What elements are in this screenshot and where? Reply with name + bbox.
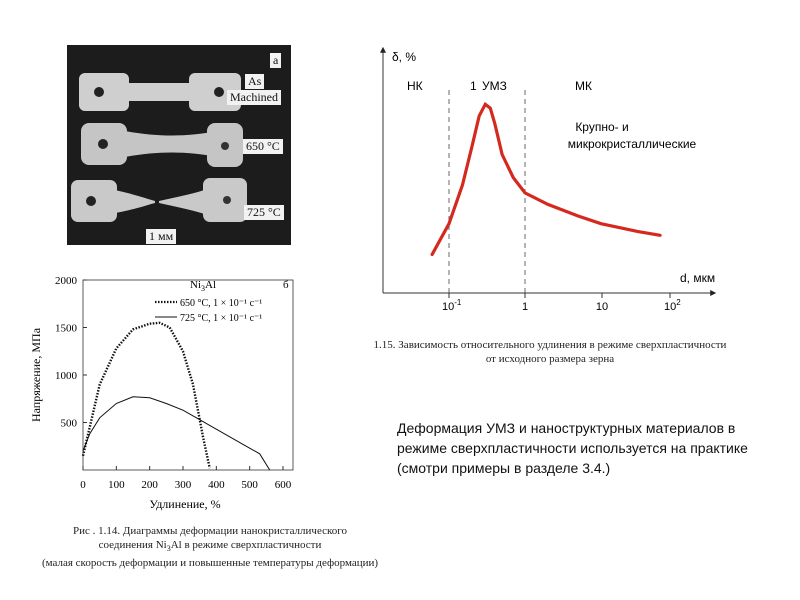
scale-bar-label: 1 мм	[146, 229, 177, 244]
specimen-650	[81, 123, 243, 167]
x-tick-label: 0	[80, 479, 86, 491]
annotation-line2: микрокристаллические	[568, 137, 697, 151]
specimen-drawing	[71, 73, 247, 222]
caption-fig-1-14-line3: (малая скорость деформации и повышенные …	[41, 557, 379, 570]
x-tick-1: 1	[522, 301, 528, 313]
x-tick-10: 10	[596, 301, 608, 313]
panel-letter-a: а	[270, 53, 282, 68]
x-axis-label: Удлинение, %	[149, 497, 220, 511]
panel-letter-b: б	[283, 279, 289, 291]
label-as: As	[245, 74, 265, 89]
legend-725: 725 °C, 1 × 10⁻¹ с⁻¹	[180, 313, 262, 324]
series-line-1	[82, 396, 271, 471]
caption-fig-1-15-line1: 1.15. Зависимость относительного удлинен…	[373, 339, 727, 351]
x-tick-label: 200	[141, 479, 158, 491]
x-tick-label: 400	[208, 479, 225, 491]
x-axis-label: d, мкм	[680, 271, 715, 285]
y-axis-label: Напряжение, МПа	[29, 327, 43, 422]
grain-size-chart: δ, % d, мкм НК 1 УМЗ МК Крупно- и микрок…	[380, 46, 717, 313]
region-nk: НК	[407, 79, 423, 93]
x-tick-label: 500	[241, 479, 258, 491]
series-line-0	[81, 321, 211, 469]
region-umz: УМЗ	[482, 79, 507, 93]
region-mk: МК	[575, 79, 592, 93]
caption-fig-1-14: Рис . 1.14. Диаграммы деформации нанокри…	[0, 524, 420, 570]
material-label: Ni3Al	[190, 279, 216, 293]
y-tick-label: 1000	[55, 370, 78, 382]
x-tick-label: 600	[275, 479, 292, 491]
y-tick-label: 500	[61, 418, 78, 430]
annotation-line1: Крупно- и	[575, 120, 628, 134]
x-tick-marks	[448, 293, 671, 298]
caption-fig-1-14-line2: соединения Ni3Al в режиме сверхпластично…	[98, 539, 322, 554]
caption-fig-1-15-line2: от исходного размера зерна	[485, 353, 615, 365]
legend-650: 650 °C, 1 × 10⁻¹ с⁻¹	[180, 298, 262, 309]
elongation-curve	[430, 101, 662, 257]
x-tick-label: 100	[108, 479, 125, 491]
y-axis-label: δ, %	[392, 50, 416, 64]
body-paragraph: Деформация УМЗ и наноструктурных материа…	[397, 420, 748, 476]
label-725: 725 °C	[244, 205, 284, 220]
x-tick-0.1: 10-1	[442, 298, 462, 313]
label-machined: Machined	[227, 90, 281, 105]
y-tick-label: 1500	[55, 323, 78, 335]
region-umz-number: 1	[470, 79, 477, 93]
x-tick-100: 102	[664, 298, 681, 313]
specimen-as-machined	[79, 73, 241, 111]
caption-fig-1-15: 1.15. Зависимость относительного удлинен…	[320, 338, 780, 366]
specimen-photo: а As Machined 650 °C 725 °C 1 мм	[67, 45, 291, 245]
label-650: 650 °C	[243, 139, 283, 154]
x-tick-label: 300	[175, 479, 192, 491]
specimen-725	[71, 178, 247, 222]
y-tick-label: 2000	[55, 275, 78, 287]
caption-fig-1-14-line1: Рис . 1.14. Диаграммы деформации нанокри…	[72, 525, 348, 537]
stress-strain-chart: 2000 1500 1000 500 0 100 200 300 400 500 600 Ni3A…	[29, 275, 294, 511]
